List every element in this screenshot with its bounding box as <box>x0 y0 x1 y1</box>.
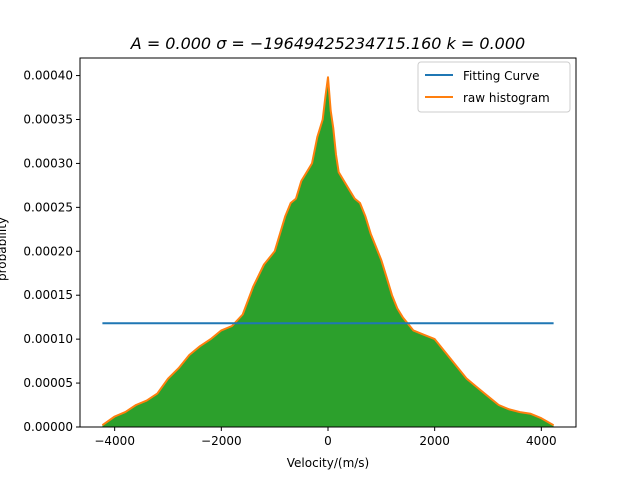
y-tick-label: 0.00040 <box>23 69 73 83</box>
plot-area <box>101 76 555 428</box>
y-tick-label: 0.00005 <box>23 376 73 390</box>
legend-frame <box>417 61 571 113</box>
legend: Fitting Curve raw histogram <box>417 61 571 113</box>
y-tick-label: 0.00035 <box>23 113 73 127</box>
y-tick-label: 0.00000 <box>23 420 73 434</box>
x-tick-label: −4000 <box>94 434 135 448</box>
y-axis-label: probability <box>0 217 9 281</box>
chart-title: A = 0.000 σ = −19649425234715.160 k = 0.… <box>130 34 525 53</box>
x-tick-label: 4000 <box>526 434 557 448</box>
x-tick-label: 0 <box>324 434 332 448</box>
y-tick-label: 0.00020 <box>23 244 73 258</box>
y-tick-label: 0.00025 <box>23 200 73 214</box>
legend-label-raw-histogram: raw histogram <box>463 91 550 105</box>
y-tick-label: 0.00010 <box>23 332 73 346</box>
x-tick-label: 2000 <box>419 434 450 448</box>
legend-label-fitting-curve: Fitting Curve <box>463 69 540 83</box>
raw-histogram-line <box>101 76 555 427</box>
x-tick-label: −2000 <box>201 434 242 448</box>
y-tick-label: 0.00030 <box>23 156 73 170</box>
axes: −4000 −2000 0 2000 4000 0.00000 0.00005 0.00010… <box>23 57 577 448</box>
histogram-fill <box>102 77 554 428</box>
y-tick-label: 0.00015 <box>23 288 73 302</box>
x-axis-label: Velocity/(m/s) <box>287 456 369 470</box>
